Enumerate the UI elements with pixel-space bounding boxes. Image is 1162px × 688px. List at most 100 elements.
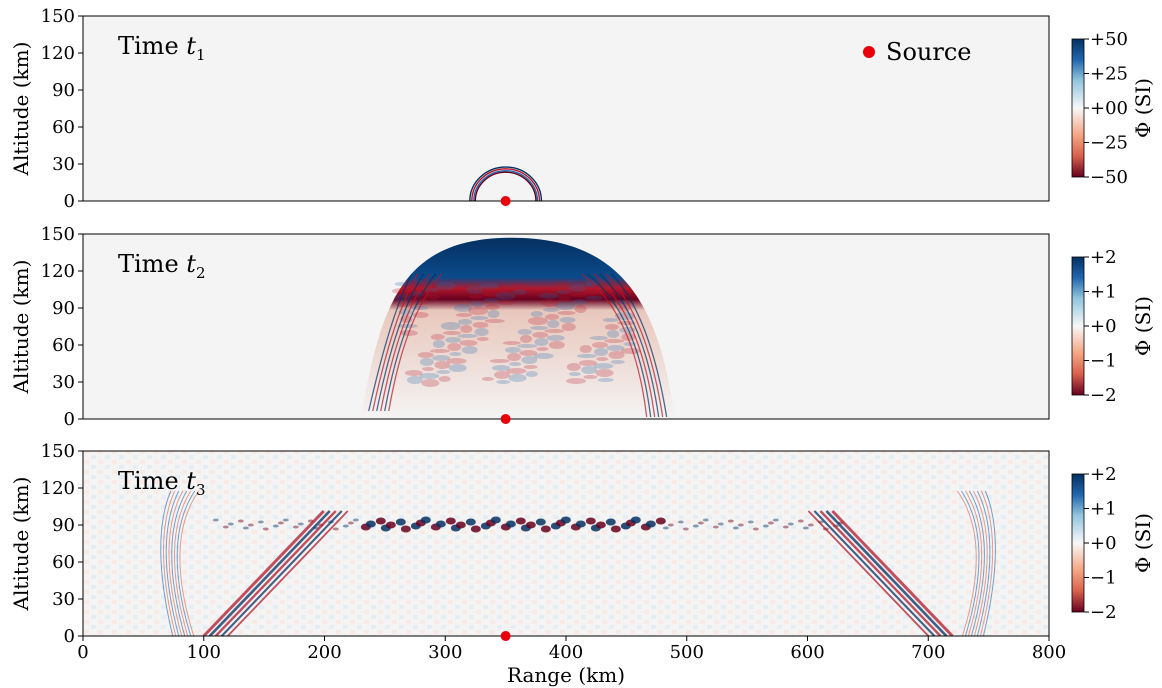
turbulence-cell bbox=[604, 324, 619, 330]
wavefront-ring bbox=[473, 170, 539, 201]
turbulence-cell bbox=[544, 329, 565, 333]
band-cell bbox=[655, 517, 666, 525]
band-cell bbox=[277, 521, 284, 525]
front-beam bbox=[813, 510, 936, 636]
turbulence-cell bbox=[589, 336, 608, 340]
band-cell bbox=[787, 522, 794, 526]
turbulence-cell bbox=[404, 370, 423, 376]
band-cell bbox=[212, 518, 219, 522]
source-marker bbox=[500, 414, 511, 424]
source-marker bbox=[500, 631, 511, 641]
colorbar-tick-label: +0 bbox=[1090, 533, 1117, 554]
panel-1: 0 30 60 90 120 150 Altitude (km) Time t1 Source +… bbox=[9, 6, 1155, 212]
front-fine-ray bbox=[163, 490, 177, 636]
turbulence-cell bbox=[570, 293, 587, 297]
turbulence-cell bbox=[394, 282, 407, 286]
y-tick-label: 90 bbox=[52, 298, 75, 319]
turbulence-cell bbox=[558, 296, 571, 302]
flank-ray-right bbox=[605, 273, 664, 418]
front-fine-ray bbox=[160, 490, 174, 636]
turbulence-cell bbox=[453, 304, 472, 312]
y-tick-label: 150 bbox=[41, 441, 75, 462]
panel-background bbox=[83, 16, 1049, 201]
band-cell bbox=[767, 521, 774, 525]
band-cell bbox=[400, 525, 411, 533]
turbulence-cell bbox=[508, 374, 527, 382]
x-tick-label: 100 bbox=[187, 642, 221, 663]
colorbar-tick-label: +0 bbox=[1090, 316, 1117, 337]
turbulence-cell bbox=[419, 373, 440, 379]
source-legend-label: Source bbox=[886, 38, 971, 66]
turbulence-cell bbox=[438, 376, 451, 382]
band-cell bbox=[272, 524, 279, 528]
y-tick-label: 60 bbox=[52, 552, 75, 573]
band-cell bbox=[365, 520, 376, 528]
front-beam bbox=[831, 509, 954, 636]
y-axis-label: Altitude (km) bbox=[9, 42, 33, 177]
turbulence-cell bbox=[591, 342, 608, 348]
band-cell bbox=[347, 521, 354, 525]
turbulence-cell bbox=[457, 334, 478, 338]
x-tick-label: 800 bbox=[1032, 642, 1066, 663]
turbulence-cell bbox=[517, 329, 532, 335]
turbulence-cell bbox=[394, 294, 413, 302]
turbulence-cell bbox=[583, 375, 598, 379]
band-cell bbox=[297, 522, 304, 526]
y-tick-label: 30 bbox=[52, 372, 75, 393]
turbulence-cell bbox=[472, 322, 489, 328]
colorbar-tick-label: −2 bbox=[1090, 385, 1117, 406]
turbulence-cell bbox=[568, 372, 581, 376]
turbulence-cell bbox=[593, 363, 614, 369]
colorbar-tick-label: +2 bbox=[1090, 247, 1117, 268]
turbulence-cell bbox=[596, 357, 609, 361]
y-tick-label: 30 bbox=[52, 589, 75, 610]
turbulence-cell bbox=[419, 358, 434, 366]
band-cell bbox=[342, 524, 349, 528]
band-cell bbox=[540, 525, 551, 533]
band-cell bbox=[802, 526, 809, 530]
y-tick-label: 150 bbox=[41, 6, 75, 27]
turbulence-cell bbox=[446, 358, 467, 364]
turbulence-cell bbox=[445, 337, 462, 343]
band-cell bbox=[692, 524, 699, 528]
band-cell bbox=[257, 520, 264, 524]
colorbar-label: Φ (SI) bbox=[1131, 296, 1155, 356]
front-beam bbox=[208, 510, 331, 636]
front-fine-ray bbox=[956, 490, 977, 636]
wavefield-2 bbox=[360, 237, 675, 419]
source-marker bbox=[500, 196, 511, 206]
source-legend-marker bbox=[863, 46, 875, 58]
y-tick-label: 120 bbox=[41, 43, 75, 64]
front-fine-ray bbox=[165, 490, 180, 636]
turbulence-cell bbox=[546, 335, 565, 341]
turbulence-cell bbox=[484, 319, 505, 323]
turbulence-cell bbox=[470, 316, 489, 320]
front-beam bbox=[220, 510, 343, 636]
band-cell bbox=[630, 516, 641, 524]
turbulence-cell bbox=[476, 337, 489, 341]
band-cell bbox=[222, 525, 229, 529]
turbulence-cell bbox=[417, 352, 434, 358]
turbulence-cell bbox=[523, 365, 538, 369]
band-cell bbox=[465, 518, 476, 526]
band-cell bbox=[747, 520, 754, 524]
front-fine-ray bbox=[979, 490, 994, 636]
band-cell bbox=[515, 517, 526, 525]
flank-ray-right bbox=[593, 273, 656, 418]
colorbar-tick-label: +1 bbox=[1090, 282, 1117, 303]
band-cell bbox=[645, 520, 656, 528]
band-cell bbox=[585, 517, 596, 525]
y-tick-label: 60 bbox=[52, 117, 75, 138]
colorbar bbox=[1071, 473, 1085, 613]
band-cell bbox=[702, 518, 709, 522]
flank-ray-left bbox=[368, 273, 413, 412]
turbulence-cell bbox=[595, 369, 614, 377]
turbulence-cell bbox=[471, 301, 484, 307]
turbulence-cell bbox=[506, 368, 527, 374]
band-cell bbox=[525, 521, 536, 529]
front-beam bbox=[807, 510, 930, 636]
wavefield-3 bbox=[83, 451, 1049, 636]
turbulence-cell bbox=[543, 308, 560, 312]
x-tick-label: 0 bbox=[77, 642, 88, 663]
turbulence-cell bbox=[422, 367, 435, 371]
